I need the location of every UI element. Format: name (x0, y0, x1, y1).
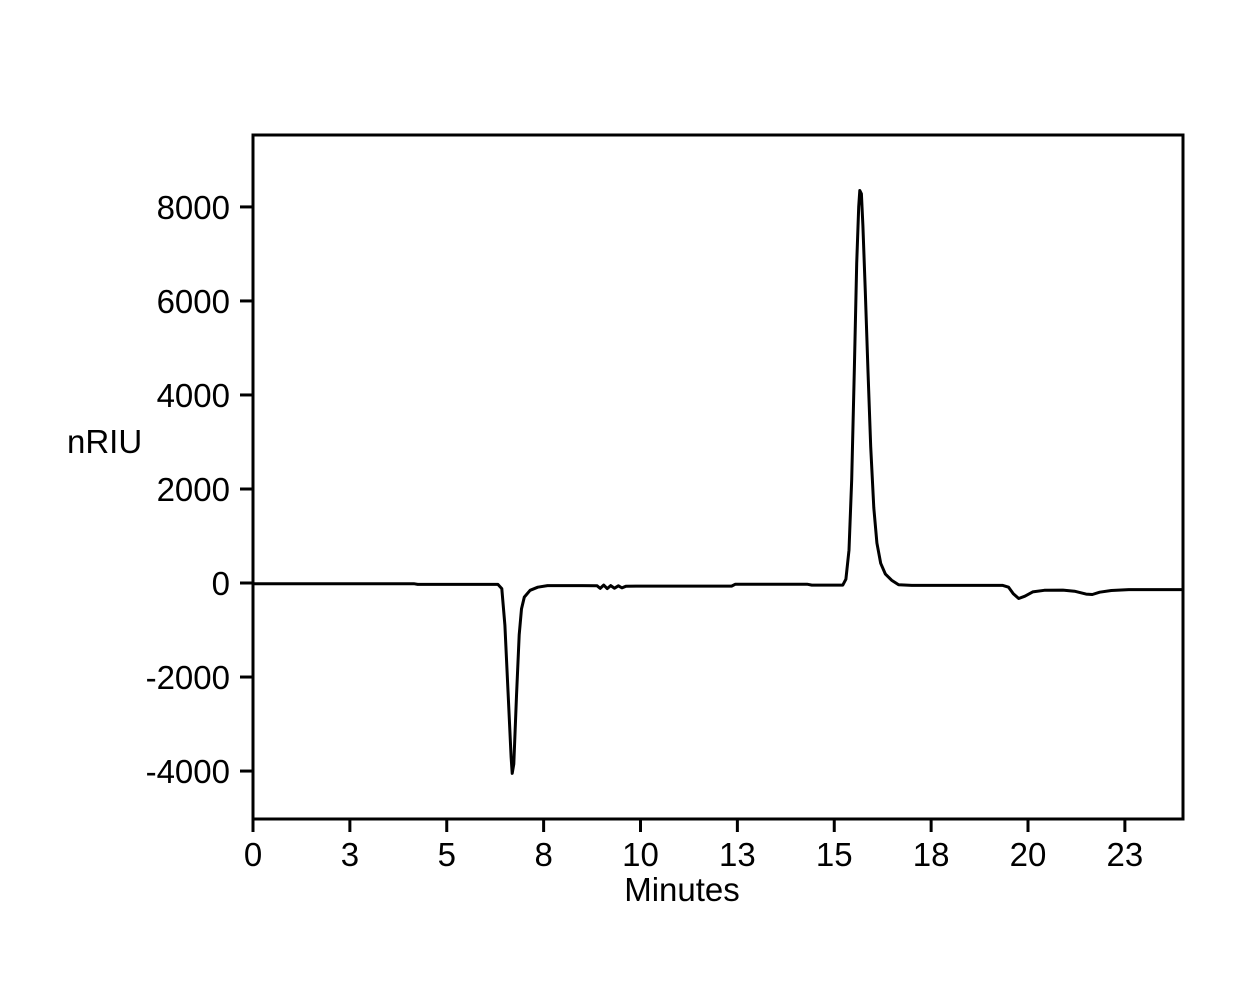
y-tick-label: -2000 (146, 659, 230, 696)
y-tick-label: 0 (212, 565, 230, 602)
x-tick-label: 3 (341, 836, 359, 873)
x-tick-label: 0 (244, 836, 262, 873)
trace-refractive-index-signal (251, 189, 1185, 775)
y-tick-label: -4000 (146, 753, 230, 790)
x-tick-label: 5 (438, 836, 456, 873)
x-axis-title: Minutes (624, 871, 740, 908)
y-tick-label: 8000 (157, 189, 230, 226)
y-tick-label: 4000 (157, 377, 230, 414)
y-tick-label: 2000 (157, 471, 230, 508)
x-tick-label: 20 (1010, 836, 1047, 873)
x-tick-label: 23 (1107, 836, 1144, 873)
x-tick-label: 8 (534, 836, 552, 873)
y-axis-title: nRIU (67, 423, 143, 460)
y-tick-label: 6000 (157, 283, 230, 320)
x-tick-label: 10 (622, 836, 659, 873)
x-tick-label: 15 (816, 836, 853, 873)
x-tick-label: 18 (913, 836, 950, 873)
x-tick-label: 13 (719, 836, 756, 873)
plot-border (251, 133, 1185, 821)
